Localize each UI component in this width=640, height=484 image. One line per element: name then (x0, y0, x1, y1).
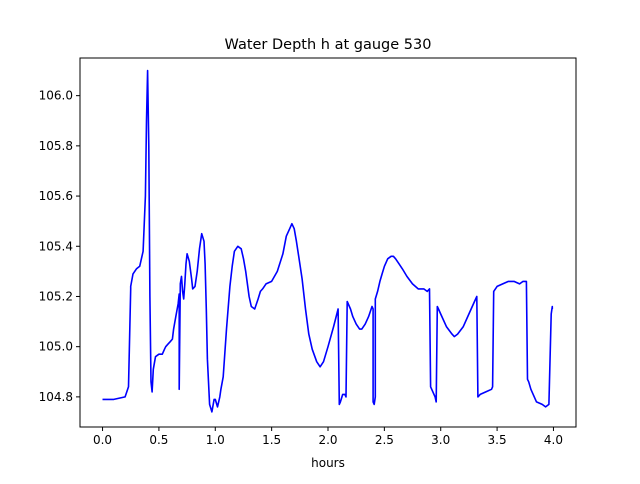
plot-area (102, 69, 554, 413)
y-tick-label: 105.6 (39, 189, 73, 203)
y-tick-label: 106.0 (39, 89, 73, 103)
x-tick-label: 4.0 (544, 433, 563, 447)
y-tick-label: 105.4 (39, 239, 73, 253)
x-tick-label: 3.0 (431, 433, 450, 447)
x-tick-label: 2.0 (318, 433, 337, 447)
y-tick-label: 105.8 (39, 139, 73, 153)
x-tick-label: 1.5 (262, 433, 281, 447)
y-tick-label: 105.2 (39, 289, 73, 303)
y-tick-label: 105.0 (39, 340, 73, 354)
x-tick-label: 2.5 (375, 433, 394, 447)
chart-title: Water Depth h at gauge 530 (225, 37, 432, 53)
y-tick-label: 104.8 (39, 390, 73, 404)
x-tick-label: 0.5 (149, 433, 168, 447)
x-tick-label: 3.5 (488, 433, 507, 447)
series-line (102, 69, 554, 413)
x-axis-label: hours (311, 456, 345, 470)
x-tick-label: 0.0 (93, 433, 112, 447)
x-tick-label: 1.0 (206, 433, 225, 447)
axes: 0.0 0.5 1.0 1.5 2.0 2.5 3.0 3.5 4.0 104.8 105.0 105… (39, 57, 577, 447)
